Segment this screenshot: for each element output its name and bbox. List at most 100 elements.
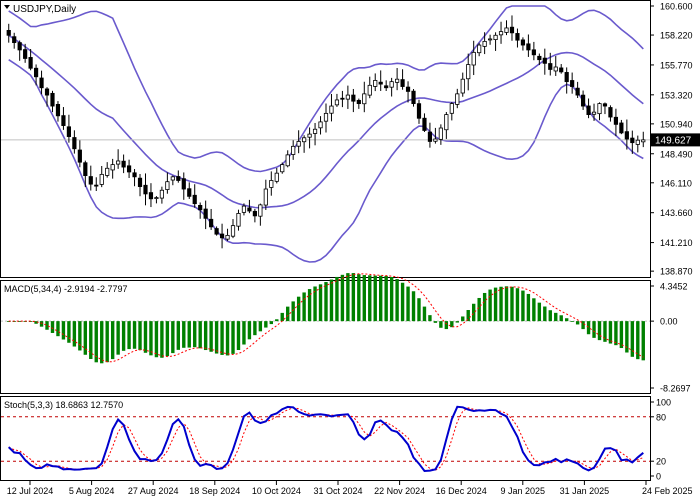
macd-bar <box>417 298 421 322</box>
macd-bar <box>214 321 219 354</box>
candle-body <box>209 218 214 228</box>
candle-body <box>263 188 268 206</box>
candle <box>252 208 257 223</box>
candle-body <box>520 39 526 46</box>
macd-bar <box>373 275 377 322</box>
macd-bar <box>264 321 268 328</box>
candle <box>351 88 356 113</box>
candle <box>50 90 55 113</box>
candle-body <box>83 162 88 177</box>
candle <box>83 160 88 187</box>
candle <box>302 135 307 153</box>
time-tick-label: 18 Sep 2024 <box>189 486 240 496</box>
macd-bar <box>581 321 585 330</box>
candle <box>591 103 597 121</box>
candle <box>219 223 225 249</box>
macd-bar <box>548 310 552 322</box>
candle <box>559 64 564 74</box>
time-tick-label: 22 Nov 2024 <box>374 486 425 496</box>
candle <box>72 130 77 154</box>
candle <box>137 173 143 197</box>
candle-body <box>570 80 575 87</box>
candle-body <box>619 122 624 134</box>
macd-bar <box>286 306 290 322</box>
candle <box>323 103 329 133</box>
candle-body <box>72 137 77 150</box>
candle <box>198 202 203 219</box>
macd-bar <box>324 282 328 322</box>
candle <box>61 107 66 130</box>
candle <box>28 48 33 71</box>
candle <box>258 203 263 226</box>
candle-body <box>323 112 329 122</box>
candle-body <box>362 93 367 105</box>
candle <box>509 15 515 41</box>
macd-bar <box>132 321 137 349</box>
macd-bar <box>275 319 279 322</box>
macd-bar <box>400 282 405 322</box>
macd-bar <box>411 291 416 322</box>
candle-body <box>597 103 602 115</box>
candle <box>23 43 28 63</box>
macd-histogram <box>7 273 645 364</box>
candle <box>597 102 602 121</box>
candle-body <box>575 87 580 96</box>
candle-body <box>28 57 33 69</box>
candle <box>77 140 82 168</box>
candle <box>329 93 334 122</box>
candle <box>203 200 208 230</box>
candle <box>285 150 290 168</box>
macd-bar <box>586 321 591 335</box>
candle-body <box>6 30 11 36</box>
candle-body <box>405 86 411 92</box>
macd-bar <box>625 321 629 353</box>
candle-body <box>559 67 564 73</box>
candle <box>395 68 400 91</box>
macd-bar <box>493 287 498 322</box>
candle <box>411 89 416 107</box>
stoch-tick-label: 80 <box>656 412 666 422</box>
stoch-tick-label: 0 <box>656 472 661 482</box>
candle <box>471 40 476 76</box>
macd-bar <box>220 321 224 355</box>
candle-body <box>198 205 203 211</box>
price-tick-label: 150.940 <box>660 119 693 129</box>
candle <box>116 149 121 169</box>
macd-bar <box>368 275 372 322</box>
candle-body <box>438 127 443 140</box>
candle-body <box>252 210 257 217</box>
time-tick-label: 31 Oct 2024 <box>313 486 362 496</box>
macd-bar <box>50 321 55 333</box>
macd-bar <box>340 274 345 322</box>
stoch-title: Stoch(5,3,3) 18.6863 12.7570 <box>4 400 123 410</box>
macd-bar <box>253 321 257 336</box>
macd-bar <box>471 303 476 322</box>
macd-bar <box>482 292 487 322</box>
stoch-main-line <box>7 405 644 473</box>
candle-body <box>230 225 236 237</box>
candle-body <box>422 117 427 131</box>
macd-bar <box>110 321 115 360</box>
current-price-label: 149.627 <box>655 135 692 146</box>
candle-body <box>285 154 290 167</box>
candle <box>307 127 312 149</box>
macd-bar <box>45 321 49 330</box>
candle-body <box>33 67 39 78</box>
price-tick-label: 148.490 <box>660 149 693 159</box>
candle <box>159 186 164 204</box>
macd-bar <box>121 321 126 351</box>
macd-bar <box>105 321 109 363</box>
macd-bar <box>149 321 153 356</box>
candle-body <box>165 181 170 190</box>
macd-bar <box>193 321 197 348</box>
macd-bar <box>575 321 580 325</box>
macd-bar <box>203 321 208 351</box>
candle-body <box>159 189 164 199</box>
candle-body <box>351 94 356 102</box>
candle-body <box>334 99 340 106</box>
candle <box>466 53 471 91</box>
candle-body <box>493 34 498 41</box>
candle-body <box>176 176 181 181</box>
candle <box>373 73 378 92</box>
candle <box>537 53 542 66</box>
